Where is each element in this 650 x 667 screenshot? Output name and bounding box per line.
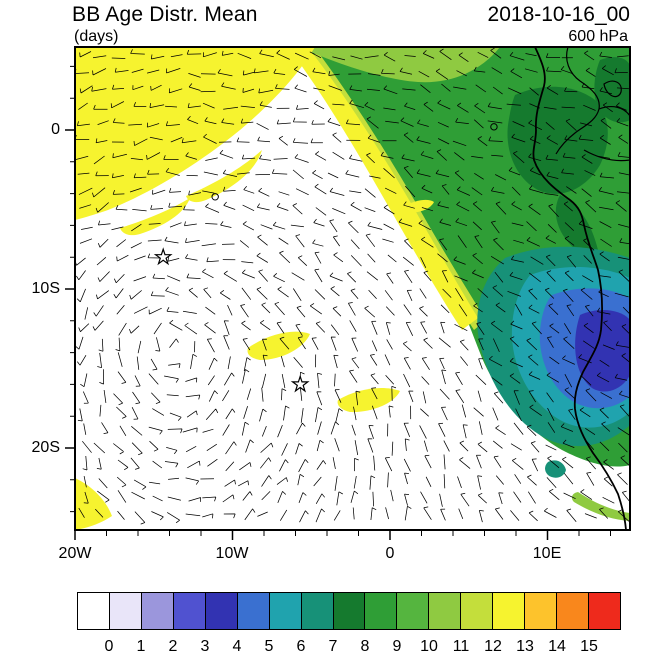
x-tick-label-20w: 20W — [58, 545, 92, 562]
y-tick-label-10s: 10S — [31, 280, 60, 297]
y-tick-label-20s: 20S — [31, 439, 60, 456]
colorbar-cell — [492, 592, 526, 630]
colorbar-cell — [236, 592, 270, 630]
country-borders — [555, 48, 629, 162]
minor-tick-marks — [70, 65, 611, 536]
colorbar-tick-label: 1 — [136, 638, 146, 655]
colorbar-cell — [268, 592, 302, 630]
colorbar-cell — [588, 592, 621, 630]
major-tick-marks — [65, 129, 549, 540]
colorbar-tick-label: 3 — [200, 638, 210, 655]
contour-yellow-fringe — [296, 50, 478, 330]
colorbar-cell — [556, 592, 589, 630]
contour-yellow-band-nw — [76, 48, 315, 220]
colorbar-tick-label: 14 — [548, 638, 566, 655]
plot-level-label: 600 hPa — [568, 28, 628, 45]
colorbar-cell — [428, 592, 462, 630]
colorbar-tick-label: 5 — [264, 638, 274, 655]
colorbar-cell — [108, 592, 142, 630]
plot-title-right: 2018-10-16_00 — [487, 3, 630, 26]
contour-fill-layer — [76, 48, 629, 529]
colorbar-cell — [364, 592, 398, 630]
contour-yellow-blob-center-2 — [337, 388, 400, 413]
colorbar-tick-label: 0 — [104, 638, 114, 655]
colorbar-tick-label: 4 — [232, 638, 242, 655]
colorbar — [77, 592, 621, 630]
colorbar-cell — [77, 592, 110, 630]
wind-barb-layer — [76, 48, 629, 525]
contour-lightgreen-top — [302, 48, 500, 83]
wind-barb-field — [76, 48, 629, 525]
y-tick-label-0: 0 — [51, 121, 60, 138]
map-plot — [65, 46, 631, 540]
colorbar-tick-label: 9 — [392, 638, 402, 655]
colorbar-tick-label: 2 — [168, 638, 178, 655]
contour-lightgreen-arc-se — [571, 492, 629, 521]
colorbar-cell — [460, 592, 494, 630]
x-tick-label-10w: 10W — [215, 545, 249, 562]
contour-yellow-finger-2 — [120, 198, 190, 236]
contour-yellow-finger-1 — [186, 150, 262, 203]
plot-title-left: BB Age Distr. Mean — [72, 3, 258, 26]
geography-layer — [532, 48, 629, 529]
calm-wind-circle — [211, 193, 219, 201]
colorbar-cell — [140, 592, 174, 630]
station-star-marker — [290, 374, 310, 393]
colorbar-tick-label: 15 — [580, 638, 598, 655]
x-tick-label-10e: 10E — [532, 545, 562, 562]
colorbar-tick-label: 6 — [296, 638, 306, 655]
colorbar-cell — [204, 592, 238, 630]
colorbar-tick-label: 10 — [420, 638, 438, 655]
colorbar-tick-label: 8 — [360, 638, 370, 655]
colorbar-cell — [300, 592, 334, 630]
contour-yellow-blob-center-1 — [247, 331, 310, 360]
contour-darkblue-core — [575, 309, 629, 392]
plot-units-label: (days) — [74, 28, 119, 45]
contour-yellow-corner-sw — [76, 478, 112, 529]
contour-teal-dot-south — [545, 460, 566, 478]
calm-wind-circle — [490, 123, 498, 131]
contour-darkgreen-patch-2 — [594, 57, 629, 123]
colorbar-labels: 0 1 2 3 4 5 6 7 8 9 10 11 12 13 14 15 — [77, 638, 621, 658]
station-star-marker — [153, 247, 173, 266]
colorbar-cell — [396, 592, 430, 630]
colorbar-cell — [524, 592, 558, 630]
contour-darkgreen-patch-1 — [507, 86, 608, 194]
colorbar-tick-label: 13 — [516, 638, 534, 655]
colorbar-cell — [332, 592, 366, 630]
contour-yellow-blob-center-3 — [403, 199, 434, 213]
africa-coastline — [532, 48, 627, 529]
symbols-layer — [153, 123, 498, 393]
colorbar-tick-label: 12 — [484, 638, 502, 655]
colorbar-cell — [172, 592, 206, 630]
colorbar-tick-label: 7 — [328, 638, 338, 655]
axis-ticks — [65, 65, 611, 540]
colorbar-tick-label: 11 — [452, 638, 470, 655]
x-tick-label-0: 0 — [385, 545, 395, 562]
